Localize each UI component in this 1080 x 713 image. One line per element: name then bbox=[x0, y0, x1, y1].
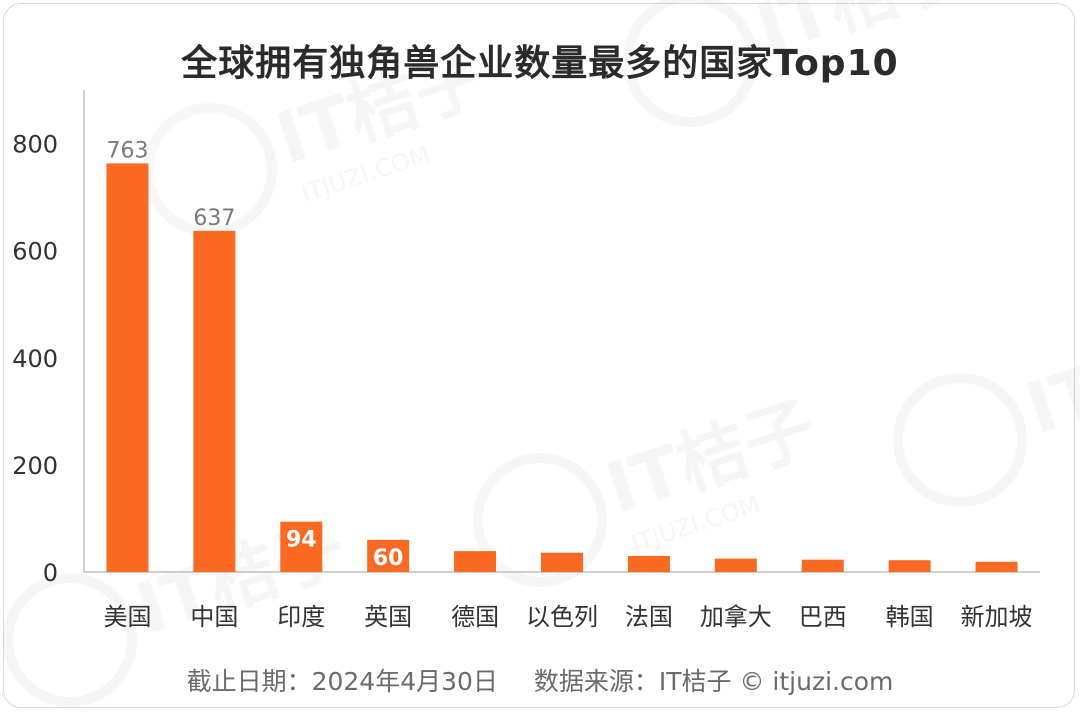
bar bbox=[714, 558, 757, 572]
data-label: 763 bbox=[106, 138, 148, 163]
x-tick-label: 德国 bbox=[451, 603, 499, 631]
bar bbox=[627, 555, 670, 572]
bar bbox=[454, 551, 497, 572]
x-tick-label: 韩国 bbox=[886, 603, 934, 631]
y-tick-label: 400 bbox=[12, 345, 58, 373]
y-axis: 0 200 400 600 800 bbox=[12, 90, 85, 587]
bars bbox=[106, 163, 1018, 573]
y-tick-label: 600 bbox=[12, 238, 58, 266]
x-tick-label: 新加坡 bbox=[961, 603, 1033, 631]
x-tick-label: 中国 bbox=[190, 603, 238, 631]
y-tick-label: 200 bbox=[12, 452, 58, 480]
x-tick-labels: 美国 中国 印度 英国 德国 以色列 法国 加拿大 巴西 韩国 新加坡 bbox=[103, 603, 1032, 631]
bar bbox=[541, 552, 583, 572]
x-tick-label: 法国 bbox=[625, 603, 673, 631]
bar bbox=[106, 163, 149, 573]
x-tick-label: 印度 bbox=[277, 603, 325, 631]
data-labels: 763 637 94 60 bbox=[106, 138, 403, 570]
x-tick-label: 美国 bbox=[103, 603, 151, 631]
bar bbox=[975, 561, 1018, 572]
y-tick-label: 0 bbox=[43, 559, 58, 587]
x-tick-label: 英国 bbox=[364, 603, 412, 631]
y-tick-label: 800 bbox=[12, 131, 58, 159]
data-label: 637 bbox=[193, 206, 235, 231]
bar bbox=[367, 539, 410, 572]
x-tick-label: 以色列 bbox=[526, 603, 598, 631]
bar bbox=[193, 230, 236, 572]
chart-title: 全球拥有独角兽企业数量最多的国家Top10 bbox=[181, 43, 899, 84]
x-tick-label: 巴西 bbox=[799, 603, 847, 631]
bar bbox=[801, 559, 844, 572]
data-label: 60 bbox=[373, 546, 404, 571]
footer: 截止日期：2024年4月30日 数据来源：IT桔子 © itjuzi.com bbox=[0, 662, 1080, 698]
data-label: 94 bbox=[286, 528, 317, 553]
footer-source: 数据来源：IT桔子 © itjuzi.com bbox=[533, 667, 894, 696]
x-tick-label: 加拿大 bbox=[700, 603, 772, 631]
bar bbox=[888, 560, 931, 572]
footer-date: 截止日期：2024年4月30日 bbox=[186, 667, 498, 696]
chart-frame bbox=[3, 3, 1075, 708]
bar bbox=[280, 521, 323, 572]
